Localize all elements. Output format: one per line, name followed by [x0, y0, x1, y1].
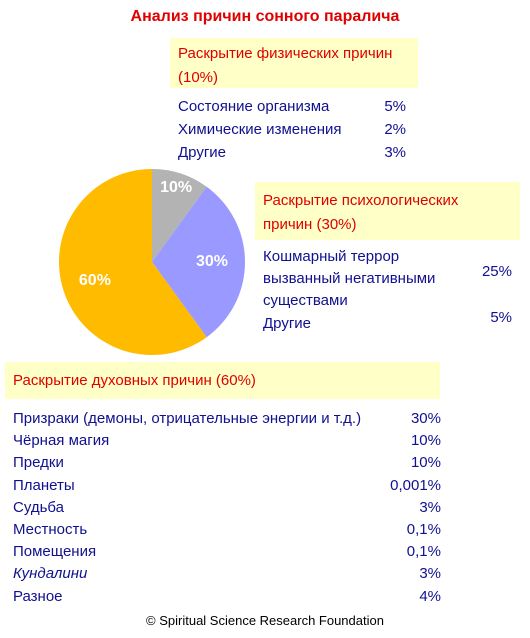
item-label: Химические изменения [178, 121, 342, 138]
section-heading: Раскрытие психологических [263, 192, 459, 209]
item-label: Судьба [13, 498, 64, 516]
pie-slice [152, 169, 207, 262]
item-label: Другие [263, 315, 312, 332]
heading-box [255, 182, 520, 240]
slice-label: 30% [196, 253, 228, 270]
item-label: Планеты [13, 476, 75, 494]
item-value: 3% [419, 498, 441, 516]
item-label: существами [263, 292, 348, 309]
item-label: Состояние организма [178, 98, 330, 115]
section-heading: Раскрытие физических причин [178, 45, 393, 62]
item-value: 10% [410, 432, 441, 450]
item-value: 0,1% [406, 543, 441, 561]
item-value: 0,001% [390, 476, 441, 494]
item-label: Предки [13, 454, 64, 472]
item-label: Кундалини [13, 565, 88, 583]
item-value: 25% [481, 263, 512, 280]
item-label: Призраки (демоны, отрицательные энергии … [13, 410, 362, 427]
slice-label: 60% [79, 272, 111, 289]
heading-box [5, 362, 440, 399]
pie-slice [152, 186, 245, 338]
item-label: Помещения [13, 543, 97, 561]
section-heading: Раскрытие духовных причин (60%) [13, 372, 256, 389]
heading-box [170, 38, 418, 88]
item-value: 30% [410, 410, 441, 427]
item-label: Местность [13, 521, 88, 538]
item-label: Разное [13, 587, 63, 605]
item-value: 2% [384, 121, 406, 138]
title: Анализ причин сонного паралича [130, 8, 400, 25]
item-value: 3% [419, 565, 441, 583]
slice-label: 10% [160, 179, 192, 196]
item-label: Кошмарный террор [263, 248, 400, 265]
footer: © Spiritual Science Research Foundation [146, 613, 384, 628]
item-value: 3% [384, 144, 406, 161]
section-heading: (10%) [178, 69, 219, 86]
item-value: 0,1% [406, 521, 441, 538]
item-label: вызванный негативными [263, 270, 436, 287]
item-label: Другие [178, 144, 227, 161]
pie-slice [59, 169, 207, 355]
item-value: 4% [419, 587, 441, 605]
section-heading: причин (30%) [263, 216, 357, 233]
item-value: 5% [384, 98, 406, 115]
item-value: 10% [410, 454, 441, 472]
item-value: 5% [490, 309, 512, 326]
item-label: Чёрная магия [13, 432, 110, 450]
